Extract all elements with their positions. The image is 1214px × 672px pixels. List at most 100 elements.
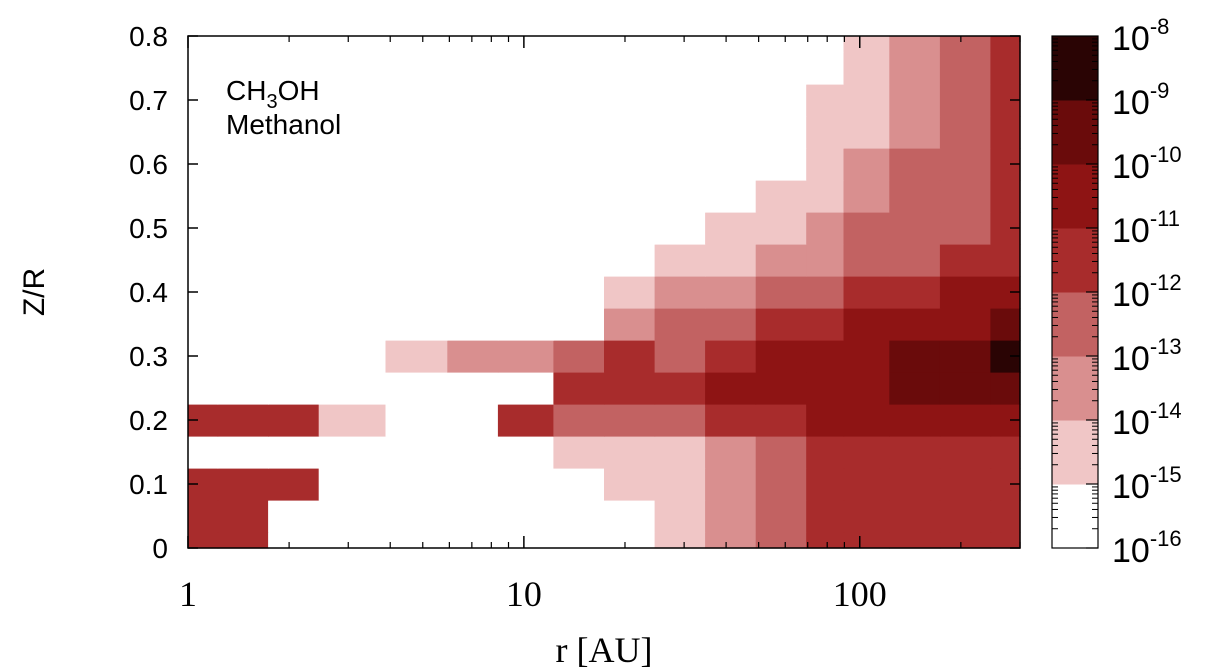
heatmap-cell xyxy=(654,244,706,277)
heatmap-cell xyxy=(705,468,757,501)
y-tick-label: 0.7 xyxy=(129,85,168,116)
heatmap-cell xyxy=(843,436,890,469)
y-tick-label: 0.8 xyxy=(129,21,168,52)
heatmap-cell xyxy=(755,276,807,309)
heatmap-cell xyxy=(755,244,807,277)
heatmap-cell xyxy=(318,116,387,149)
heatmap-cell xyxy=(217,148,269,181)
heatmap-cell xyxy=(843,180,890,213)
heatmap-cell xyxy=(268,468,320,501)
heatmap-cell xyxy=(705,36,757,53)
heatmap-cell xyxy=(990,52,1021,85)
heatmap-cell xyxy=(268,340,320,373)
y-axis-label: Z/R xyxy=(18,268,51,316)
heatmap-cell xyxy=(705,372,757,405)
heatmap-cell xyxy=(604,180,656,213)
heatmap-cell xyxy=(385,52,448,85)
heatmap-cell xyxy=(889,116,941,149)
heatmap-cell xyxy=(447,148,499,181)
heatmap-cell xyxy=(318,212,387,245)
species-formula-annotation: CH3OH xyxy=(226,75,320,113)
heatmap-cell xyxy=(268,52,320,85)
colorbar-label-base: 10 xyxy=(1112,340,1150,378)
heatmap-cell xyxy=(188,52,219,85)
heatmap-cell xyxy=(385,180,448,213)
heatmap-cell xyxy=(939,244,992,277)
heatmap-cell xyxy=(385,532,448,549)
heatmap-cell xyxy=(188,244,219,277)
formula-subscript: 3 xyxy=(266,91,277,113)
heatmap-cell xyxy=(268,244,320,277)
heatmap-cell xyxy=(889,372,941,405)
heatmap-cell xyxy=(889,404,941,437)
colorbar-label-base: 10 xyxy=(1112,276,1150,314)
heatmap-cell xyxy=(843,84,890,117)
heatmap-cell xyxy=(604,212,656,245)
heatmap-cell xyxy=(553,500,605,533)
heatmap-cell xyxy=(654,36,706,53)
heatmap-cell xyxy=(939,500,992,533)
heatmap-cell xyxy=(553,404,605,437)
x-tick-label: 100 xyxy=(833,574,887,614)
heatmap-cell xyxy=(806,116,845,149)
heatmap-cell xyxy=(755,500,807,533)
heatmap-cell xyxy=(843,52,890,85)
heatmap-cell xyxy=(385,404,448,437)
colorbar-tick-label: 10-9 xyxy=(1112,78,1169,122)
heatmap-cell xyxy=(318,468,387,501)
heatmap-cell xyxy=(654,532,706,549)
heatmap-cell xyxy=(939,180,992,213)
heatmap-cell xyxy=(268,308,320,341)
heatmap-cell xyxy=(755,180,807,213)
heatmap-cell xyxy=(318,532,387,549)
y-tick-label: 0.6 xyxy=(129,149,168,180)
heatmap-cell xyxy=(755,84,807,117)
heatmap-cell xyxy=(447,404,499,437)
heatmap-cell xyxy=(654,308,706,341)
colorbar-label-exponent: -16 xyxy=(1150,526,1182,551)
heatmap-cell xyxy=(447,52,499,85)
heatmap-cell xyxy=(553,532,605,549)
heatmap-cell xyxy=(755,532,807,549)
colorbar-tick-label: 10-10 xyxy=(1112,142,1182,186)
formula-tail: OH xyxy=(278,75,320,106)
heatmap-cell xyxy=(990,116,1021,149)
heatmap-cell xyxy=(889,436,941,469)
heatmap-cell xyxy=(990,180,1021,213)
heatmap-cell xyxy=(217,116,269,149)
heatmap-cell xyxy=(318,404,387,437)
heatmap-cell xyxy=(806,468,845,501)
heatmap-cell xyxy=(188,500,219,533)
heatmap-cell xyxy=(447,468,499,501)
heatmap-cell xyxy=(188,36,219,53)
heatmap-cell xyxy=(843,244,890,277)
heatmap-cell xyxy=(654,180,706,213)
heatmap-cell xyxy=(268,36,320,53)
colorbar-label-exponent: -9 xyxy=(1150,78,1170,103)
heatmap-cell xyxy=(385,84,448,117)
heatmap-cell xyxy=(654,372,706,405)
heatmap-cell xyxy=(385,500,448,533)
colorbar-band xyxy=(1052,228,1098,293)
x-tick-label: 10 xyxy=(506,574,542,614)
heatmap-cell xyxy=(604,276,656,309)
heatmap-cell xyxy=(806,404,845,437)
heatmap-cell xyxy=(385,116,448,149)
heatmap-cell xyxy=(889,308,941,341)
heatmap-cell xyxy=(217,212,269,245)
heatmap-cell xyxy=(843,148,890,181)
y-tick-label: 0.5 xyxy=(129,213,168,244)
heatmap-cell xyxy=(188,308,219,341)
heatmap-cell xyxy=(654,148,706,181)
heatmap-cell xyxy=(553,36,605,53)
heatmap-cell xyxy=(889,212,941,245)
colorbar-tick-label: 10-15 xyxy=(1112,462,1182,506)
heatmap-cell xyxy=(553,340,605,373)
heatmap-cell xyxy=(604,116,656,149)
heatmap-cell xyxy=(843,116,890,149)
heatmap-cell xyxy=(654,276,706,309)
heatmap-cell xyxy=(497,116,555,149)
heatmap-cell xyxy=(497,404,555,437)
heatmap-cell xyxy=(553,148,605,181)
heatmap-cell xyxy=(217,500,269,533)
